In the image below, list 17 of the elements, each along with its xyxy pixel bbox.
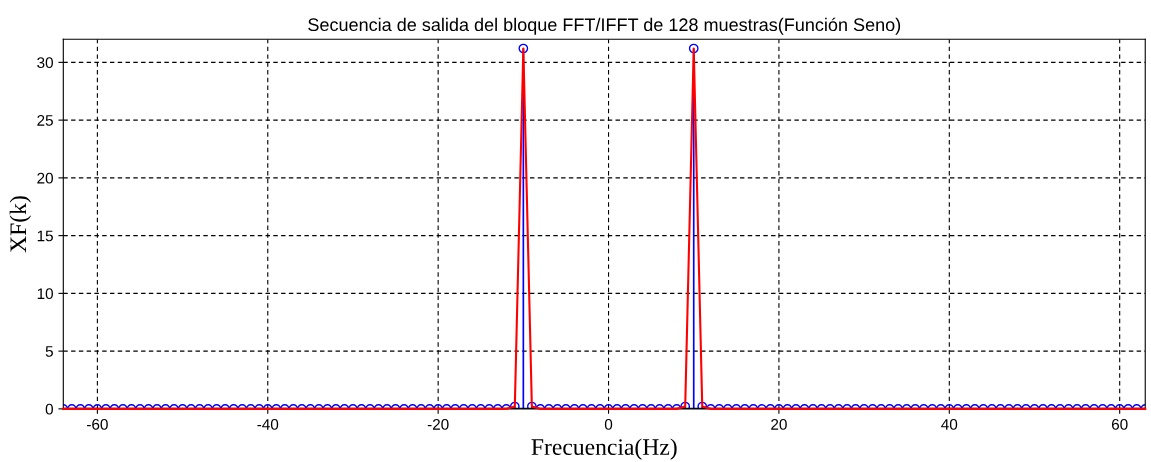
chart-title: Secuencia de salida del bloque FFT/IFFT de 128 muestras(Función Seno) <box>308 17 901 35</box>
y-tick-label: 5 <box>45 346 53 357</box>
y-tick-label: 0 <box>45 403 53 415</box>
x-tick-label: -40 <box>257 419 279 430</box>
x-axis-title: Frecuencia(Hz) <box>531 438 677 460</box>
y-axis-title: XF(k) <box>9 196 32 253</box>
x-tick-label: 0 <box>604 419 613 430</box>
x-tick-label: 60 <box>1111 419 1128 430</box>
y-tick-label: 30 <box>37 57 53 69</box>
x-tick-label: -60 <box>87 419 108 430</box>
x-tick-label: 40 <box>941 419 958 430</box>
y-tick-label: 10 <box>37 288 53 300</box>
y-tick-label: 20 <box>37 172 53 184</box>
y-tick-label: 15 <box>37 230 53 242</box>
x-tick-label: -20 <box>427 419 449 430</box>
x-tick-label: 20 <box>771 419 787 430</box>
y-tick-label: 25 <box>37 114 53 126</box>
